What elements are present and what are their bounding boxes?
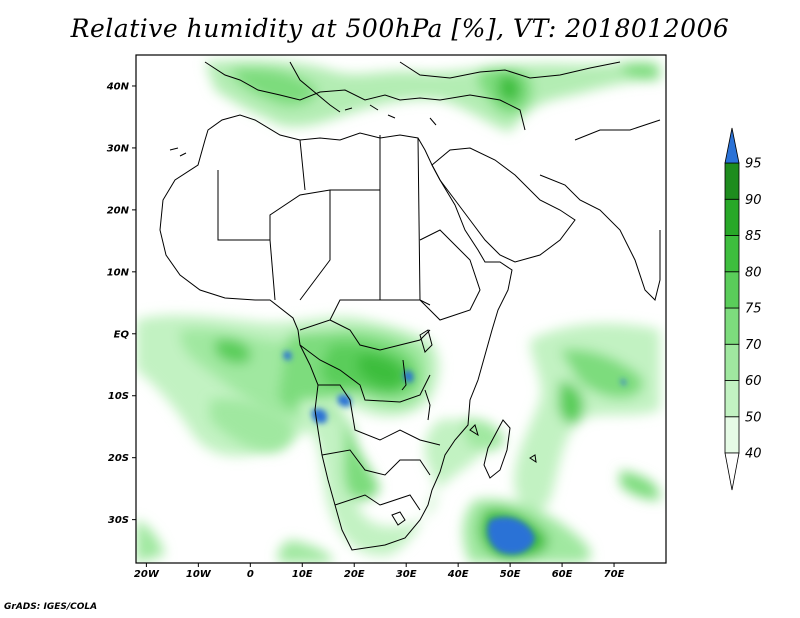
x-tick-label: 40E: [447, 569, 469, 580]
colorbar-label: 50: [745, 410, 762, 425]
colorbar-lower-arrow: [724, 452, 740, 491]
colorbar-box: [724, 307, 740, 345]
humidity-field: [136, 60, 661, 563]
colorbar-label: 90: [745, 193, 762, 208]
colorbar-label: 40: [745, 447, 762, 462]
x-tick-label: 20W: [134, 569, 160, 580]
x-tick-label: 10E: [292, 569, 313, 580]
longitude-axis: 20W 10W 0 10E 20E 30E 40E 50E 60E 70E: [134, 563, 625, 580]
colorbar-box: [724, 343, 740, 381]
y-tick-label: 20N: [107, 205, 130, 216]
x-tick-label: 0: [247, 569, 254, 580]
x-tick-label: 50E: [500, 569, 521, 580]
colorbar-label: 60: [745, 374, 762, 389]
map-frame: [135, 54, 667, 564]
y-tick-label: 30N: [107, 143, 130, 154]
colorbar-box: [724, 416, 740, 454]
y-tick-label: 20S: [108, 453, 129, 464]
colorbar-box: [724, 235, 740, 273]
colorbar-box: [724, 198, 740, 236]
map-title: Relative humidity at 500hPa [%], VT: 201…: [70, 14, 730, 43]
coastlines: [159, 61, 661, 551]
y-tick-label: 30S: [108, 515, 129, 526]
x-tick-label: 10W: [186, 569, 212, 580]
colorbar-label: 70: [745, 338, 762, 353]
y-tick-label: EQ: [114, 329, 130, 340]
x-tick-label: 60E: [552, 569, 573, 580]
latitude-axis: 40N 30N 20N 10N EQ 10S 20S 30S: [106, 81, 136, 526]
x-tick-label: 30E: [396, 569, 417, 580]
y-tick-label: 40N: [106, 81, 130, 92]
colorbar-box: [724, 271, 740, 309]
grads-credit: GrADS: IGES/COLA: [4, 602, 98, 612]
colorbar-box: [724, 380, 740, 418]
colorbar-label: 85: [745, 229, 762, 244]
x-tick-label: 70E: [604, 569, 625, 580]
colorbar: 40 50 60 70 75 80 85 90 95: [724, 127, 762, 491]
x-tick-label: 20E: [344, 569, 365, 580]
colorbar-label: 95: [745, 157, 762, 172]
colorbar-label: 80: [745, 265, 762, 280]
y-tick-label: 10S: [108, 391, 129, 402]
colorbar-label: 75: [745, 302, 762, 317]
y-tick-label: 10N: [107, 267, 130, 278]
colorbar-box: [724, 162, 740, 200]
colorbar-upper-arrow: [724, 127, 740, 164]
